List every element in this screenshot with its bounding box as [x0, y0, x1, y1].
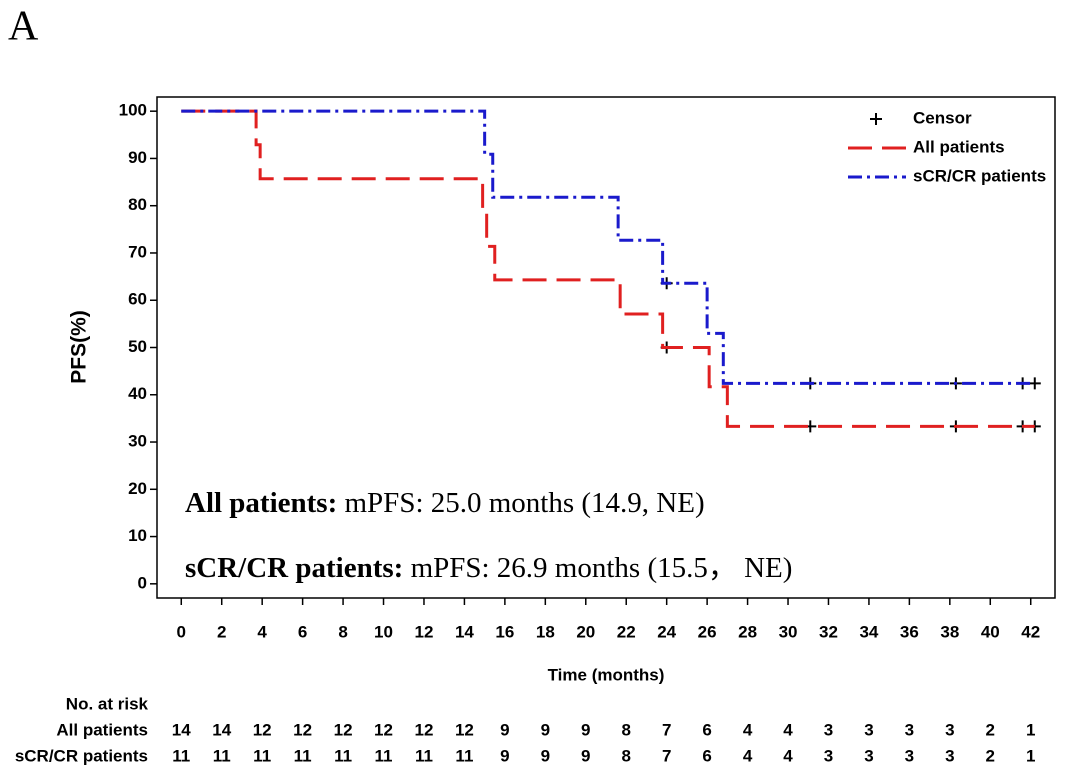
- y-tick-label: 100: [119, 101, 147, 120]
- y-tick-label: 90: [128, 148, 147, 167]
- panel-label: A: [8, 4, 39, 50]
- x-tick-label: 40: [981, 622, 1000, 641]
- risk-count: 4: [783, 720, 793, 739]
- x-tick-label: 12: [415, 622, 434, 641]
- risk-count: 12: [415, 720, 434, 739]
- y-tick-label: 10: [128, 526, 147, 545]
- x-tick-label: 36: [900, 622, 919, 641]
- risk-count: 4: [743, 720, 753, 739]
- x-tick-label: 28: [738, 622, 757, 641]
- risk-count: 1: [1026, 720, 1035, 739]
- risk-count: 9: [500, 746, 509, 765]
- x-tick-label: 38: [940, 622, 959, 641]
- x-tick-label: 8: [338, 622, 347, 641]
- risk-title: No. at risk: [66, 694, 149, 713]
- x-tick-label: 20: [576, 622, 595, 641]
- x-tick-label: 34: [859, 622, 878, 641]
- risk-count: 11: [375, 746, 393, 765]
- risk-count: 6: [702, 720, 711, 739]
- risk-count: 8: [621, 720, 630, 739]
- risk-count: 12: [334, 720, 353, 739]
- risk-count: 3: [824, 720, 833, 739]
- censor-mark: [1028, 377, 1041, 390]
- x-tick-label: 30: [779, 622, 798, 641]
- legend-label: Censor: [913, 108, 972, 127]
- legend-label: All patients: [913, 137, 1005, 156]
- risk-count: 9: [500, 720, 509, 739]
- risk-count: 12: [374, 720, 393, 739]
- risk-count: 14: [212, 720, 231, 739]
- risk-count: 3: [864, 720, 873, 739]
- risk-count: 9: [541, 746, 550, 765]
- x-tick-label: 16: [495, 622, 514, 641]
- risk-row-label: sCR/CR patients: [15, 746, 148, 765]
- survival-curve: [181, 109, 1035, 385]
- censor-mark: [870, 113, 882, 125]
- x-tick-label: 4: [257, 622, 267, 641]
- x-tick-label: 6: [298, 622, 307, 641]
- x-tick-label: 18: [536, 622, 555, 641]
- annotation: All patients: mPFS: 25.0 months (14.9, N…: [185, 487, 705, 519]
- risk-count: 12: [455, 720, 474, 739]
- censor-cross: [1028, 377, 1041, 390]
- risk-count: 8: [621, 746, 630, 765]
- y-tick-label: 50: [128, 337, 147, 356]
- risk-count: 4: [783, 746, 793, 765]
- x-tick-label: 2: [217, 622, 226, 641]
- risk-count: 11: [253, 746, 271, 765]
- risk-count: 4: [743, 746, 753, 765]
- survival-curve: [181, 109, 1035, 428]
- y-tick-label: 70: [128, 242, 147, 261]
- risk-count: 12: [253, 720, 272, 739]
- risk-count: 6: [702, 746, 711, 765]
- x-axis-label: Time (months): [548, 665, 665, 684]
- x-tick-label: 14: [455, 622, 474, 641]
- risk-count: 11: [455, 746, 473, 765]
- annotation-text: mPFS: 26.9 months (15.5， NE): [403, 552, 792, 584]
- y-tick-label: 30: [128, 432, 147, 451]
- risk-count: 3: [945, 720, 954, 739]
- x-tick-label: 0: [177, 622, 186, 641]
- y-tick-label: 0: [138, 573, 147, 592]
- y-tick-label: 80: [128, 195, 147, 214]
- x-tick-label: 32: [819, 622, 838, 641]
- risk-count: 3: [905, 720, 914, 739]
- x-tick-label: 26: [698, 622, 717, 641]
- risk-row-label: All patients: [56, 720, 148, 739]
- annotation: sCR/CR patients: mPFS: 26.9 months (15.5…: [185, 552, 792, 584]
- risk-count: 7: [662, 720, 671, 739]
- risk-count: 14: [172, 720, 191, 739]
- risk-count: 3: [864, 746, 873, 765]
- annotation-label: sCR/CR patients:: [185, 552, 403, 584]
- risk-count: 3: [945, 746, 954, 765]
- x-tick-label: 24: [657, 622, 676, 641]
- risk-count: 11: [172, 746, 190, 765]
- risk-count: 11: [213, 746, 231, 765]
- y-tick-label: 60: [128, 290, 147, 309]
- risk-count: 3: [905, 746, 914, 765]
- risk-count: 2: [986, 746, 995, 765]
- risk-count: 2: [986, 720, 995, 739]
- annotation-text: mPFS: 25.0 months (14.9, NE): [337, 487, 704, 519]
- censor-cross: [870, 113, 882, 125]
- legend-label: sCR/CR patients: [913, 166, 1046, 185]
- risk-count: 7: [662, 746, 671, 765]
- y-tick-label: 20: [128, 479, 147, 498]
- x-tick-label: 22: [617, 622, 636, 641]
- y-tick-label: 40: [128, 384, 147, 403]
- risk-count: 9: [581, 746, 590, 765]
- risk-count: 11: [415, 746, 433, 765]
- risk-count: 9: [581, 720, 590, 739]
- risk-count: 9: [541, 720, 550, 739]
- risk-count: 3: [824, 746, 833, 765]
- y-axis-label: PFS(%): [68, 310, 91, 384]
- risk-count: 12: [293, 720, 312, 739]
- annotation-label: All patients:: [185, 487, 337, 519]
- risk-count: 11: [334, 746, 352, 765]
- risk-count: 11: [294, 746, 312, 765]
- x-tick-label: 42: [1021, 622, 1040, 641]
- x-tick-label: 10: [374, 622, 393, 641]
- risk-count: 1: [1026, 746, 1035, 765]
